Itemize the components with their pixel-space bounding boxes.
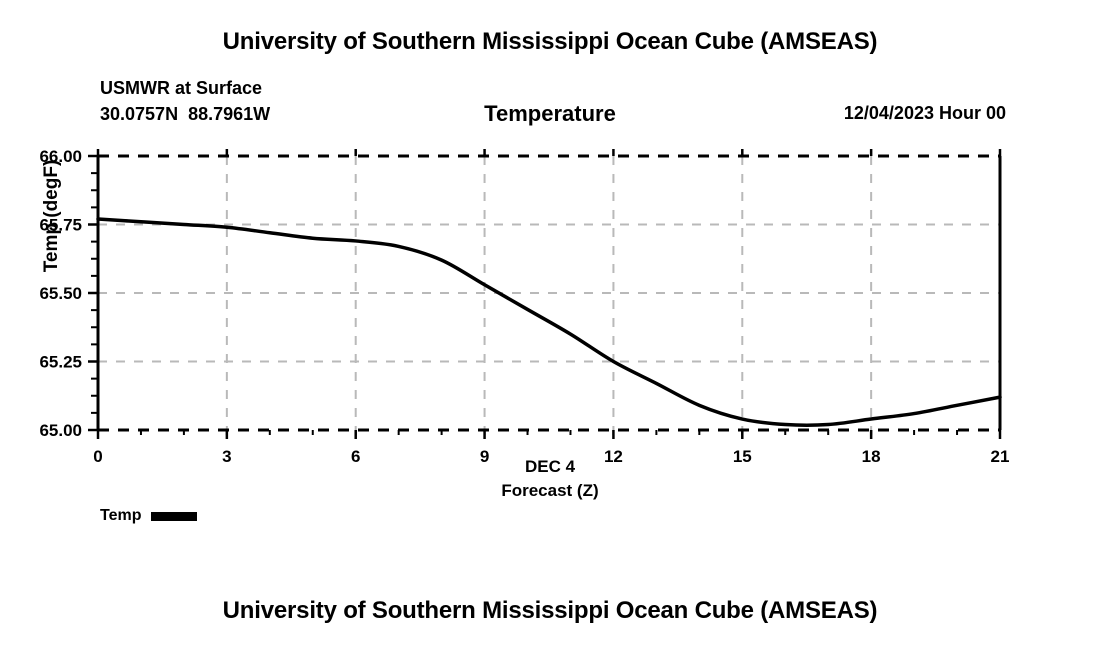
plot-frame <box>96 154 1002 432</box>
temp-series-line <box>96 217 1002 427</box>
tick-labels: 0 3 6 9 12 15 18 21 65.00 65.25 65.50 65.75 66.00 <box>39 147 1009 466</box>
y-tick-label: 66.00 <box>39 147 82 166</box>
y-axis-label: Temp (degF) <box>41 159 62 273</box>
y-tick-label: 65.25 <box>39 353 82 372</box>
variable-label: Temperature <box>484 101 616 126</box>
station-info: USMWR at Surface 30.0757N 88.7961W <box>100 75 270 127</box>
chart-legend: Temp <box>100 507 198 525</box>
x-axis-label: Forecast (Z) <box>501 481 599 500</box>
x-axis-caption: DEC 4 Forecast (Z) <box>0 455 1100 503</box>
station-line-2: 30.0757N 88.7961W <box>100 104 271 124</box>
x-tick-label: 0 <box>93 447 102 466</box>
model-run-label: 12/04/2023 Hour 00 <box>843 103 1006 123</box>
gridlines <box>98 156 1000 430</box>
x-tick-label: 21 <box>991 447 1010 466</box>
station-line-1: USMWR at Surface <box>100 78 263 98</box>
x-tick-label: 9 <box>480 447 489 466</box>
x-tick-label: 18 <box>862 447 881 466</box>
footer-title: University of Southern Mississippi Ocean… <box>222 597 878 624</box>
x-tick-label: 12 <box>604 447 623 466</box>
x-tick-label: 15 <box>733 447 752 466</box>
page-title: University of Southern Mississippi Ocean… <box>222 28 878 55</box>
x-axis-date: DEC 4 <box>524 457 576 476</box>
y-tick-label: 65.75 <box>39 216 82 235</box>
x-tick-label: 6 <box>351 447 360 466</box>
y-tick-label: 65.50 <box>39 284 82 303</box>
legend-label-temp: Temp <box>100 507 142 524</box>
temperature-line-chart: 0 3 6 9 12 15 18 21 65.00 65.25 65.50 65.75 66.00 <box>39 147 1009 466</box>
y-tick-label: 65.00 <box>39 421 82 440</box>
x-tick-label: 3 <box>222 447 231 466</box>
legend-swatch-temp <box>151 511 198 521</box>
